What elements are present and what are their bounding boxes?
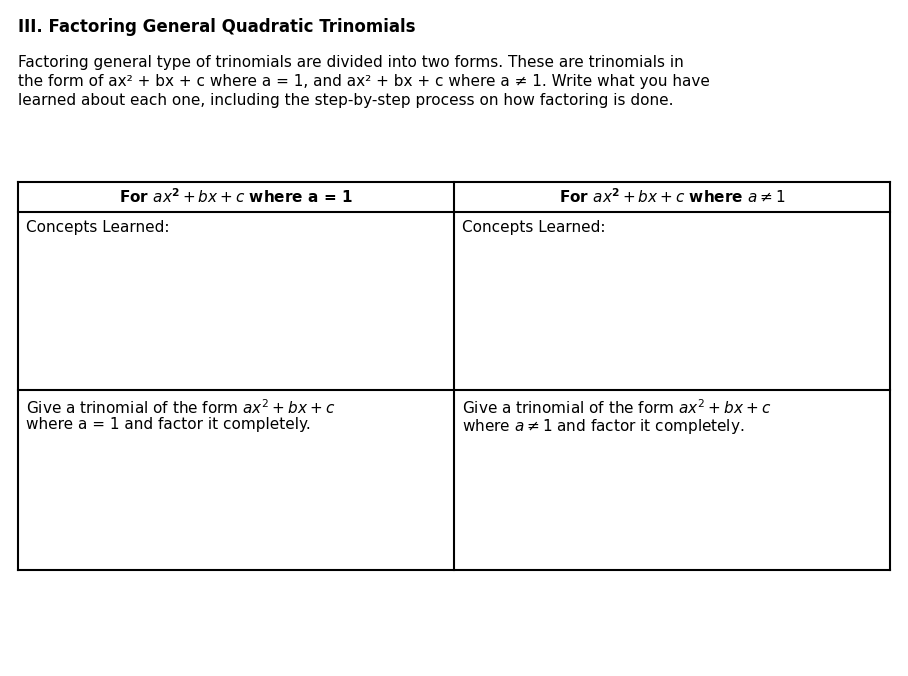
Text: where a = 1 and factor it completely.: where a = 1 and factor it completely. — [26, 417, 311, 432]
Text: the form of ax² + bx + c where a = 1, and ax² + bx + c where a ≠ 1. Write what y: the form of ax² + bx + c where a = 1, an… — [18, 74, 710, 89]
Text: For $\mathbf{\mathit{ax}}^{\mathbf{2}} + \mathbf{\mathit{bx}} + \mathbf{\mathit{: For $\mathbf{\mathit{ax}}^{\mathbf{2}} +… — [558, 188, 785, 206]
Text: where $a \neq 1$ and factor it completely.: where $a \neq 1$ and factor it completel… — [462, 417, 745, 436]
Text: Give a trinomial of the form $ax^2 + bx + c$: Give a trinomial of the form $ax^2 + bx … — [26, 398, 335, 416]
Text: Concepts Learned:: Concepts Learned: — [462, 220, 606, 235]
Text: Concepts Learned:: Concepts Learned: — [26, 220, 170, 235]
Text: Factoring general type of trinomials are divided into two forms. These are trino: Factoring general type of trinomials are… — [18, 55, 684, 70]
Text: For $\mathbf{\mathit{ax}}^{\mathbf{2}} + \mathbf{\mathit{bx}} + \mathbf{\mathit{: For $\mathbf{\mathit{ax}}^{\mathbf{2}} +… — [119, 188, 353, 206]
Text: III. Factoring General Quadratic Trinomials: III. Factoring General Quadratic Trinomi… — [18, 18, 416, 36]
Text: Give a trinomial of the form $ax^2 + bx + c$: Give a trinomial of the form $ax^2 + bx … — [462, 398, 771, 416]
Text: learned about each one, including the step-by-step process on how factoring is d: learned about each one, including the st… — [18, 93, 674, 108]
